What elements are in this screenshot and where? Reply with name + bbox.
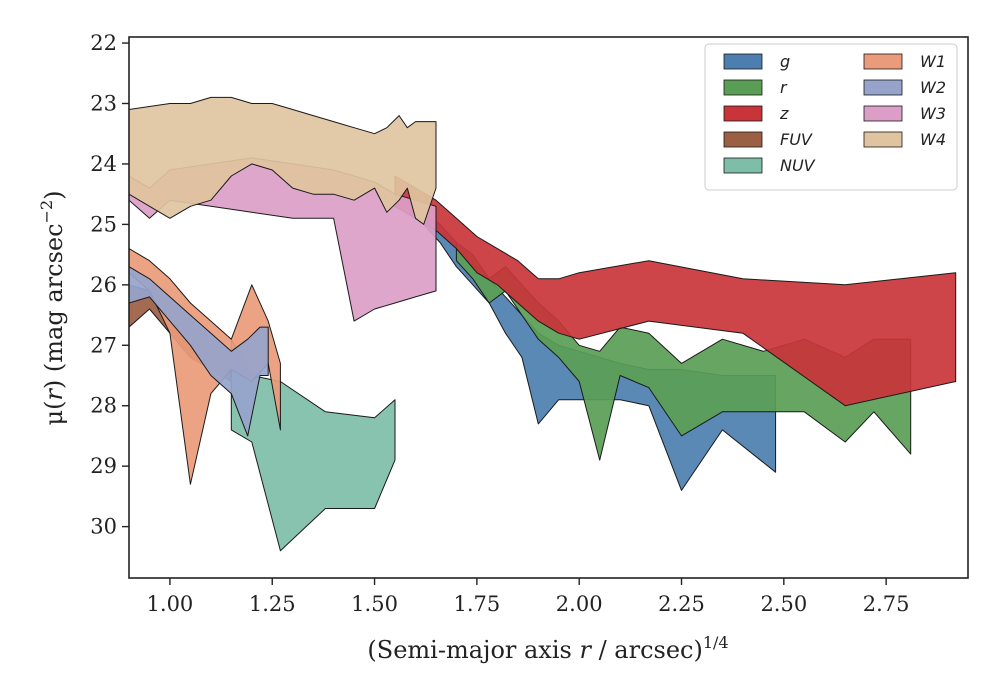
x-tick-label: 1.50	[351, 592, 398, 616]
y-tick-label: 24	[90, 152, 117, 176]
y-tick-label: 27	[90, 333, 117, 357]
legend-label-w3: W3	[920, 104, 946, 123]
series-layer	[129, 96, 957, 552]
legend-label-fuv: FUV	[780, 130, 813, 149]
plot-frame	[128, 36, 969, 579]
legend: grz FUV NUV W1 W2 W3 W4	[704, 43, 958, 191]
x-tick-label: 1.25	[249, 592, 296, 616]
x-axis-label: (Semi-major axis r / arcsec)1/4	[367, 633, 728, 664]
series-band-w4	[129, 96, 437, 225]
legend-label-g: g	[780, 52, 790, 71]
y-tick-label: 22	[90, 31, 117, 55]
y-axis-label: μ(r) (mag arcsec−2)	[37, 190, 68, 425]
x-tick-label: 2.75	[863, 592, 910, 616]
legend-swatch-w3	[863, 105, 903, 122]
legend-swatch-w4	[863, 131, 903, 148]
legend-swatch-g	[723, 53, 763, 70]
x-axis: 1.00 1.25 1.50 1.75 2.00 2.25 2.50 2.75	[147, 578, 910, 616]
series-band-z	[394, 175, 957, 407]
legend-label-w2: W2	[920, 78, 946, 97]
legend-label-w4: W4	[920, 130, 946, 149]
legend-label-z: z	[779, 104, 789, 123]
y-tick-label: 25	[90, 212, 117, 236]
legend-label-w1: W1	[920, 52, 946, 71]
y-axis: 22 23 24 25 26 27 28 29 30	[90, 31, 129, 539]
y-tick-label: 23	[90, 91, 117, 115]
x-tick-label: 2.25	[658, 592, 705, 616]
legend-swatch-r	[723, 79, 763, 96]
legend-label-r: r	[780, 78, 788, 97]
legend-swatch-w1	[863, 53, 903, 70]
y-tick-label: 30	[90, 515, 117, 539]
legend-swatch-nuv	[723, 157, 763, 174]
legend-swatch-w2	[863, 79, 903, 96]
x-tick-label: 2.50	[760, 592, 807, 616]
series-band-w2	[129, 266, 269, 437]
x-tick-label: 1.00	[147, 592, 194, 616]
y-tick-label: 29	[90, 454, 117, 478]
x-tick-label: 1.75	[453, 592, 500, 616]
legend-label-nuv: NUV	[780, 156, 816, 175]
legend-swatch-fuv	[723, 131, 763, 148]
x-tick-label: 2.00	[556, 592, 603, 616]
legend-swatch-z	[723, 105, 763, 122]
y-tick-label: 26	[90, 273, 117, 297]
y-tick-label: 28	[90, 394, 117, 418]
